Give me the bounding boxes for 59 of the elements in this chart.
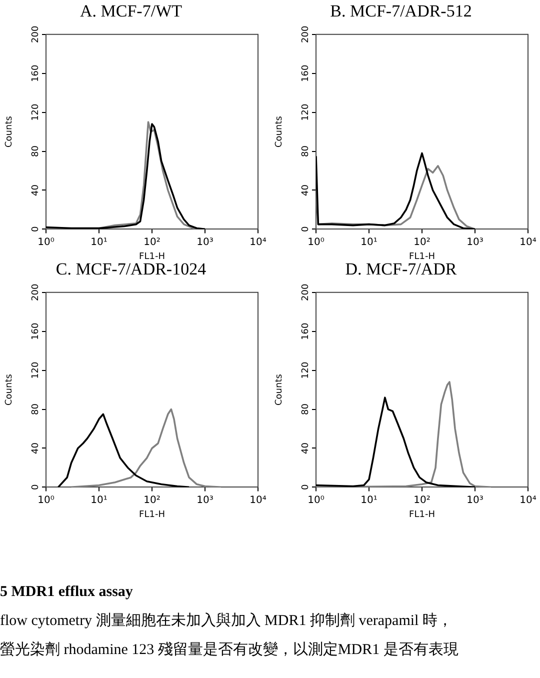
chart-title: B. MCF-7/ADR-512 [330,2,472,21]
x-tick-label: 10⁴ [520,494,536,506]
x-tick-label: 10³ [466,494,484,506]
y-tick-label: 80 [300,145,311,158]
y-axis-title: Counts [4,116,15,148]
x-tick-label: 10³ [196,236,214,248]
y-tick-label: 200 [300,26,311,43]
x-tick-label: 10⁰ [38,494,54,506]
x-tick-label: 10⁰ [308,494,324,506]
x-tick-label: 10² [414,494,430,506]
x-axis-title: FL1-H [139,510,165,520]
chart-title: C. MCF-7/ADR-1024 [56,260,207,279]
y-tick-label: 80 [300,403,311,416]
y-tick-label: 160 [300,64,311,82]
y-tick-label: 0 [30,484,41,490]
y-tick-label: 200 [300,284,311,301]
x-tick-label: 10³ [196,494,214,506]
y-tick-label: 40 [30,184,41,196]
y-tick-label: 80 [30,403,41,416]
y-tick-label: 160 [300,322,311,340]
y-tick-label: 40 [30,442,41,454]
x-tick-label: 10⁴ [520,236,536,248]
chart-title: D. MCF-7/ADR [345,260,458,279]
y-tick-label: 200 [30,26,41,43]
x-tick-label: 10² [414,236,430,248]
y-tick-label: 80 [30,145,41,158]
y-axis-title: Counts [274,116,285,148]
text: 螢光染劑 rhodamine 123 殘留量是否有改變，以測定MDR1 是否有表現 [0,640,460,660]
x-axis-title: FL1-H [409,510,435,520]
y-axis-title: Counts [4,374,15,406]
y-tick-label: 120 [30,103,41,121]
x-tick-label: 10¹ [90,236,108,248]
x-tick-label: 10² [144,236,160,248]
x-axis-title: FL1-H [409,252,435,262]
y-tick-label: 200 [30,284,41,301]
x-tick-label: 10⁰ [38,236,54,248]
x-axis-title: FL1-H [139,252,165,262]
x-tick-label: 10⁰ [308,236,324,248]
x-tick-label: 10¹ [360,494,378,506]
x-tick-label: 10⁴ [250,494,266,506]
y-tick-label: 40 [300,442,311,454]
x-tick-label: 10² [144,494,160,506]
y-tick-label: 40 [300,184,311,196]
y-tick-label: 0 [30,226,41,232]
y-tick-label: 160 [30,322,41,340]
y-tick-label: 120 [30,361,41,379]
text: 5 MDR1 efflux assay [0,583,134,602]
x-tick-label: 10¹ [90,494,108,506]
y-tick-label: 160 [30,64,41,82]
x-tick-label: 10³ [466,236,484,248]
y-tick-label: 0 [300,484,311,490]
chart-title: A. MCF-7/WT [80,2,183,21]
y-tick-label: 120 [300,103,311,121]
y-tick-label: 120 [300,361,311,379]
x-tick-label: 10¹ [360,236,378,248]
y-tick-label: 0 [300,226,311,232]
x-tick-label: 10⁴ [250,236,266,248]
text: flow cytometry 測量細胞在未加入與加入 MDR1 抑制劑 verapamil 時， [0,612,454,631]
y-axis-title: Counts [274,374,285,406]
